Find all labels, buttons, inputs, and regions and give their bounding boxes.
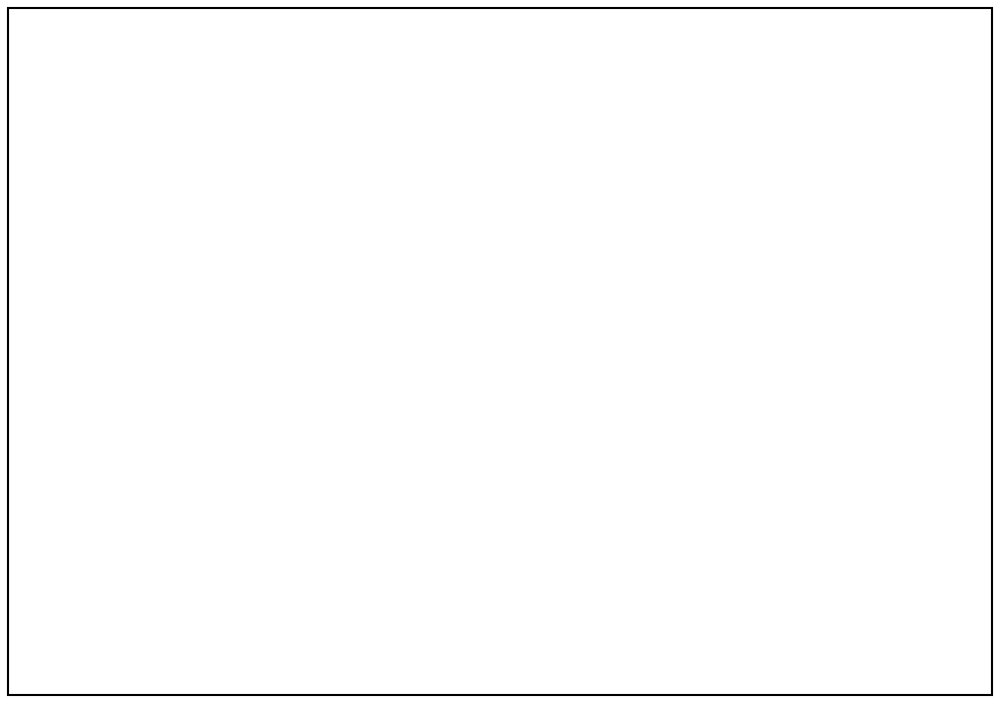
Text: 4: 4	[936, 283, 948, 301]
Polygon shape	[525, 515, 588, 535]
Polygon shape	[589, 432, 603, 446]
Polygon shape	[22, 258, 107, 282]
Polygon shape	[600, 501, 608, 508]
Text: 1: 1	[504, 649, 516, 667]
Polygon shape	[288, 232, 345, 282]
Polygon shape	[600, 512, 608, 519]
Text: 21: 21	[661, 39, 683, 57]
Text: 14: 14	[221, 563, 243, 581]
Polygon shape	[288, 185, 343, 232]
Polygon shape	[461, 283, 478, 293]
Polygon shape	[631, 283, 647, 293]
Text: A: A	[656, 649, 668, 667]
Polygon shape	[107, 395, 895, 432]
Text: 13: 13	[17, 333, 39, 351]
Polygon shape	[518, 268, 534, 285]
Wedge shape	[128, 294, 192, 422]
Polygon shape	[258, 325, 280, 345]
Polygon shape	[550, 482, 628, 500]
Circle shape	[465, 268, 645, 448]
Polygon shape	[452, 363, 473, 373]
Polygon shape	[460, 255, 518, 295]
Text: 17: 17	[209, 563, 231, 581]
Polygon shape	[895, 430, 978, 455]
Polygon shape	[525, 480, 588, 535]
Polygon shape	[308, 278, 322, 288]
Polygon shape	[574, 268, 590, 285]
Polygon shape	[510, 432, 605, 452]
Polygon shape	[450, 373, 475, 397]
Polygon shape	[452, 340, 473, 350]
Polygon shape	[575, 500, 608, 520]
Circle shape	[518, 438, 662, 582]
Polygon shape	[465, 315, 645, 401]
Polygon shape	[637, 340, 658, 350]
Polygon shape	[895, 258, 958, 455]
Text: 15: 15	[237, 563, 259, 581]
Polygon shape	[450, 318, 475, 342]
Text: 24: 24	[308, 119, 332, 137]
Polygon shape	[534, 175, 574, 282]
Text: 20: 20	[349, 236, 371, 254]
Polygon shape	[528, 177, 580, 210]
Text: 7: 7	[471, 649, 483, 667]
Polygon shape	[895, 258, 978, 282]
Text: 16: 16	[17, 371, 39, 389]
Text: 3: 3	[612, 39, 624, 57]
Polygon shape	[40, 258, 107, 455]
Text: 18: 18	[347, 591, 369, 609]
Polygon shape	[510, 452, 605, 467]
Circle shape	[164, 330, 220, 386]
Text: 6: 6	[444, 649, 456, 667]
Polygon shape	[635, 373, 660, 397]
Polygon shape	[107, 325, 895, 395]
Text: 2: 2	[712, 236, 724, 254]
Polygon shape	[22, 430, 107, 455]
Polygon shape	[258, 372, 280, 393]
Polygon shape	[534, 273, 574, 282]
Polygon shape	[637, 363, 658, 373]
Polygon shape	[107, 282, 895, 325]
Polygon shape	[635, 318, 660, 342]
Text: 25: 25	[252, 96, 274, 114]
Polygon shape	[512, 432, 526, 446]
Polygon shape	[8, 8, 992, 695]
Text: 5: 5	[419, 39, 431, 57]
Polygon shape	[188, 420, 200, 433]
Polygon shape	[392, 140, 692, 177]
Polygon shape	[510, 432, 605, 480]
Polygon shape	[590, 255, 648, 295]
Text: 23: 23	[16, 423, 40, 441]
Polygon shape	[261, 346, 278, 358]
Polygon shape	[261, 360, 278, 371]
Polygon shape	[550, 520, 628, 538]
Polygon shape	[525, 480, 588, 500]
Circle shape	[124, 290, 260, 426]
Text: 11: 11	[17, 309, 39, 327]
Polygon shape	[258, 325, 280, 393]
Text: 12: 12	[17, 286, 39, 304]
